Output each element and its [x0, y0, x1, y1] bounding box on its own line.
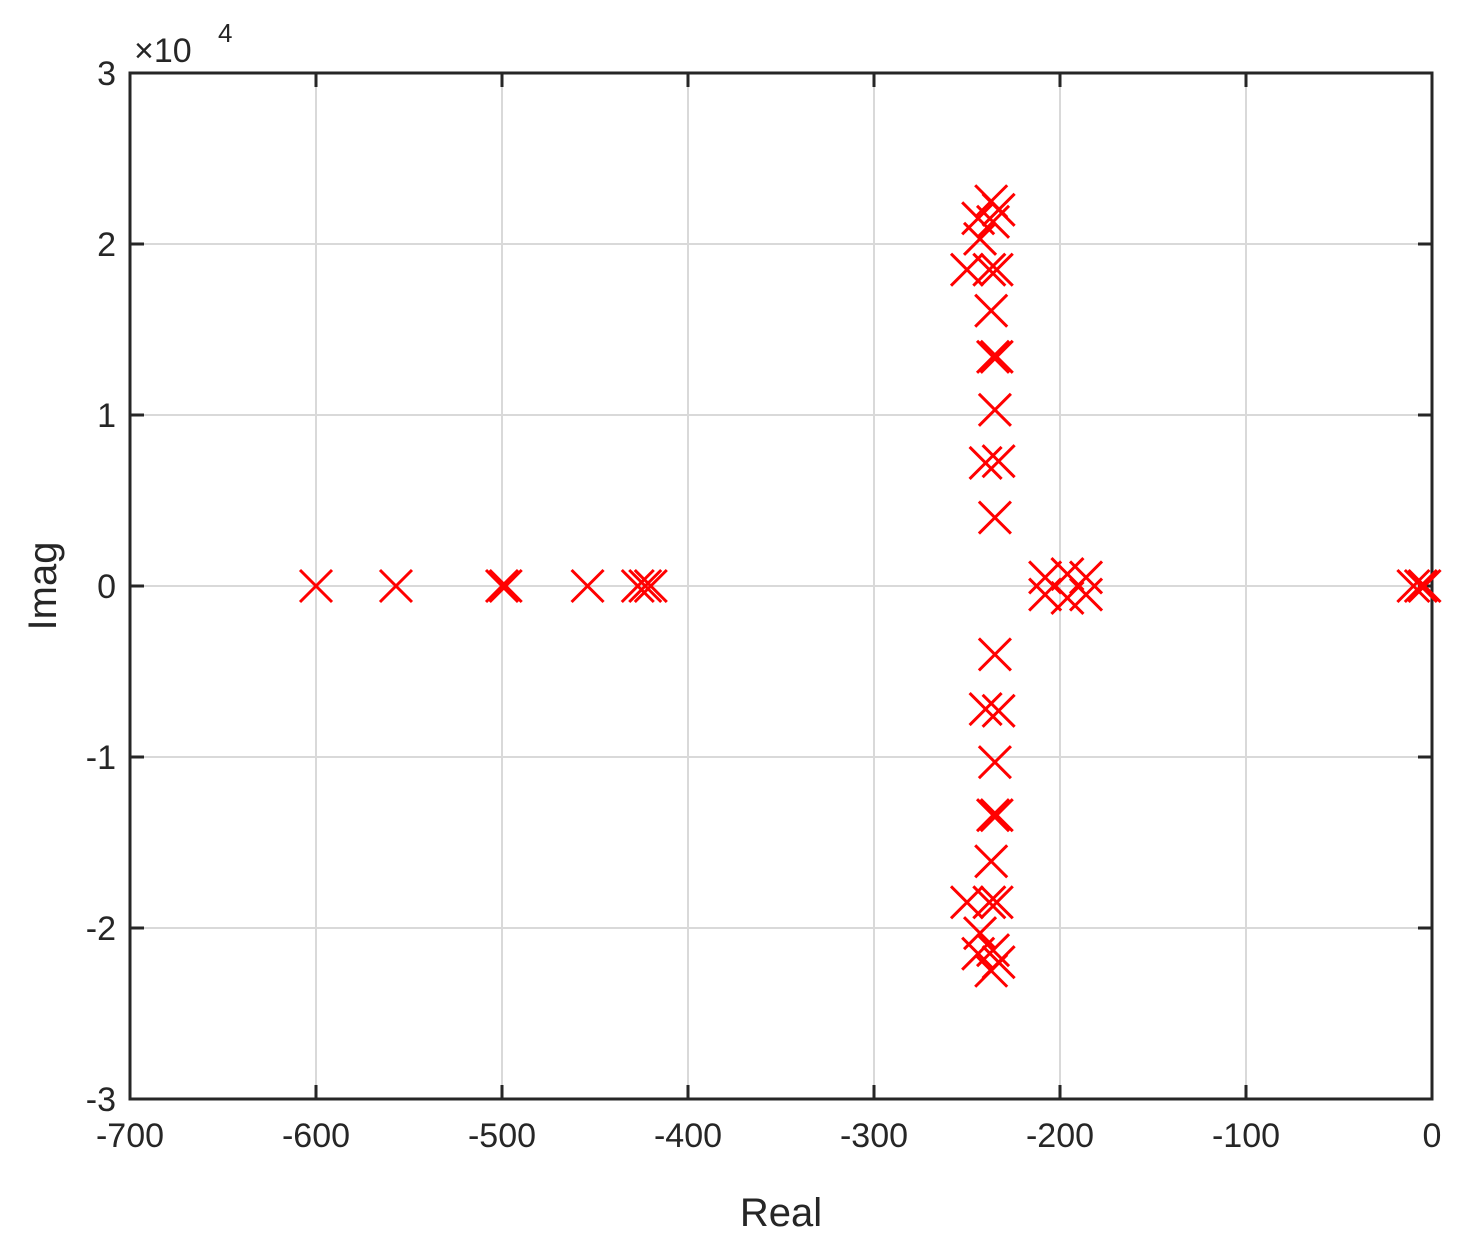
pole-marker-stroke: [620, 568, 655, 604]
x-tick-label: -700: [96, 1117, 164, 1155]
pole-marker-stroke: [979, 252, 1014, 287]
pole-marker-stroke: [962, 221, 998, 256]
pole-marker-stroke: [1068, 577, 1104, 612]
pole-marker-stroke: [975, 798, 1011, 833]
pole-marker-stroke: [484, 568, 520, 604]
pole-marker: [979, 339, 1014, 374]
pole-marker-stroke: [974, 844, 1009, 879]
y-exponent-base: ×10: [134, 32, 192, 70]
x-tick-label: -100: [1212, 1117, 1280, 1155]
pole-marker-stroke: [977, 637, 1012, 672]
pole-marker-stroke: [979, 798, 1014, 833]
pole-marker: [1068, 577, 1104, 612]
pole-marker: [975, 339, 1011, 374]
pole-marker: [484, 568, 520, 604]
x-axis-label: Real: [740, 1191, 822, 1235]
pole-marker-stroke: [628, 568, 663, 604]
y-tick-label: -2: [86, 910, 116, 948]
pole-marker: [972, 885, 1007, 920]
pole-marker-stroke: [979, 885, 1014, 920]
pole-marker-stroke: [975, 204, 1011, 239]
y-tick-label: -1: [86, 739, 116, 777]
x-tick-label: 0: [1423, 1117, 1442, 1155]
pole-marker: [979, 798, 1014, 833]
pole-marker-stroke: [968, 445, 1003, 480]
pole-marker: [1068, 560, 1104, 595]
grid: [130, 73, 1432, 1099]
pole-marker-stroke: [968, 692, 1003, 727]
pole-marker: [979, 885, 1014, 920]
y-tick-labels: -3 -2 -1 0 1 2 3: [86, 55, 116, 1119]
pole-marker-stroke: [1396, 568, 1431, 604]
y-axis-label: Imag: [21, 542, 65, 631]
pole-marker: [298, 568, 334, 604]
pole-marker: [488, 568, 523, 604]
pole-marker: [633, 568, 668, 604]
y-tick-label: 0: [97, 568, 116, 606]
pole-marker: [620, 568, 655, 604]
pole-marker-stroke: [1028, 560, 1063, 595]
pole-marker-stroke: [488, 568, 523, 604]
pole-marker: [975, 798, 1011, 833]
y-tick-label: 3: [97, 55, 116, 93]
x-tick-label: -500: [468, 1117, 536, 1155]
y-tick-label: -3: [86, 1081, 116, 1119]
pole-marker: [977, 637, 1012, 672]
pole-marker: [1407, 568, 1442, 604]
pole-marker: [968, 445, 1003, 480]
pole-marker-stroke: [977, 392, 1012, 427]
pole-marker-stroke: [974, 953, 1009, 988]
pole-marker-stroke: [1068, 560, 1104, 595]
pole-marker-stroke: [633, 568, 668, 604]
x-tick-label: -600: [282, 1117, 350, 1155]
pole-marker: [968, 692, 1003, 727]
pole-marker-stroke: [981, 444, 1016, 479]
pole-marker-stroke: [1407, 568, 1442, 604]
pole-marker: [961, 201, 996, 236]
y-exponent-power: 4: [218, 18, 232, 48]
pole-marker: [628, 568, 663, 604]
x-tick-label: -200: [1026, 1117, 1094, 1155]
pole-marker: [977, 392, 1012, 427]
pole-marker-stroke: [1050, 556, 1085, 592]
pole-markers: [298, 184, 1442, 988]
pole-marker-stroke: [979, 339, 1014, 374]
pole-marker: [974, 293, 1009, 328]
x-tick-label: -400: [654, 1117, 722, 1155]
pole-marker: [570, 568, 605, 604]
pole-marker-stroke: [981, 693, 1016, 728]
pole-marker: [977, 500, 1012, 535]
pole-marker: [961, 936, 996, 971]
pole-marker: [977, 745, 1012, 780]
y-tick-label: 2: [97, 226, 116, 264]
pole-marker-stroke: [972, 885, 1007, 920]
pole-marker-stroke: [961, 936, 996, 971]
pole-marker-stroke: [974, 293, 1009, 328]
pole-marker-stroke: [977, 500, 1012, 535]
pole-marker: [981, 693, 1016, 728]
pole-marker: [974, 844, 1009, 879]
pole-marker-stroke: [972, 252, 1007, 287]
x-tick-labels: -700 -600 -500 -400 -300 -200 -100 0: [96, 1117, 1441, 1155]
pole-marker-stroke: [1403, 568, 1438, 604]
pole-marker-stroke: [975, 339, 1011, 374]
pole-marker: [974, 184, 1009, 219]
pole-marker: [972, 252, 1007, 287]
pole-marker-stroke: [298, 568, 334, 604]
pole-marker-stroke: [974, 184, 1009, 219]
pole-marker: [378, 568, 414, 604]
plot-frame: [128, 71, 1434, 1101]
pole-marker: [1396, 568, 1431, 604]
pole-marker: [974, 953, 1009, 988]
pole-marker-stroke: [977, 745, 1012, 780]
pole-marker: [1403, 568, 1438, 604]
pole-marker: [979, 252, 1014, 287]
pole-marker-stroke: [378, 568, 414, 604]
y-tick-label: 1: [97, 397, 116, 435]
pole-marker-stroke: [961, 201, 996, 236]
pole-marker: [981, 444, 1016, 479]
x-tick-label: -300: [840, 1117, 908, 1155]
pole-marker-stroke: [570, 568, 605, 604]
